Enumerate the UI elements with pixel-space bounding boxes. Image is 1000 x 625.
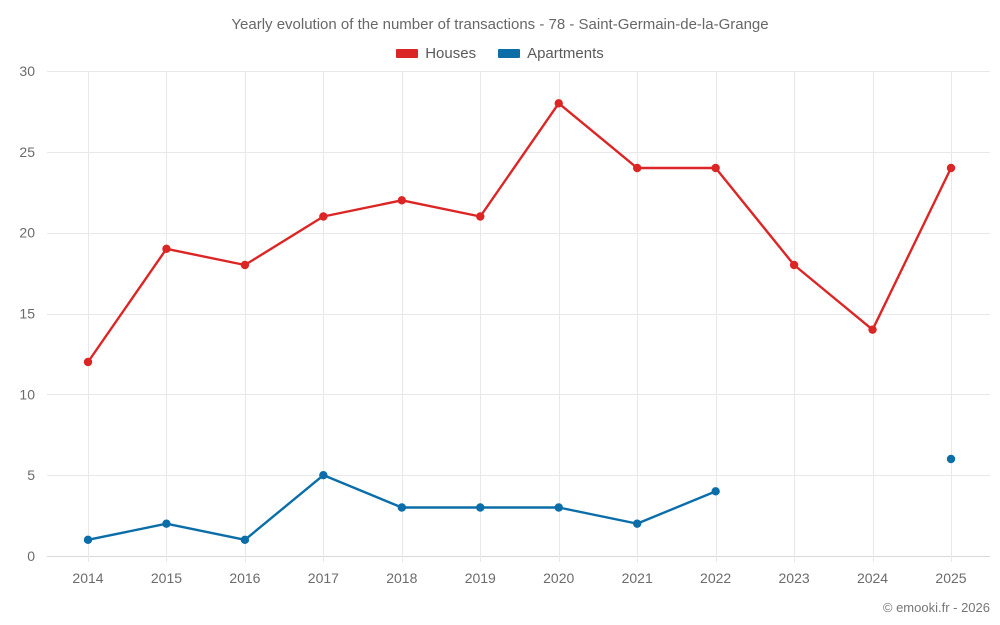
grid-layer [47,71,990,562]
x-axis-tick-label: 2016 [229,570,260,586]
data-point-marker[interactable] [554,99,563,108]
y-axis-tick-label: 30 [19,63,35,79]
data-point-marker[interactable] [868,325,877,334]
series-houses [83,99,956,367]
series-line-path [86,102,953,364]
y-axis-tick-label: 10 [19,386,35,402]
y-axis-tick-label: 15 [19,306,35,322]
data-point-marker[interactable] [711,163,720,173]
y-axis-tick-label: 20 [19,225,35,241]
data-point-marker[interactable] [946,163,956,173]
legend-label-houses: Houses [425,45,477,62]
legend-item-houses[interactable]: Houses [396,45,476,62]
data-point-marker[interactable] [711,487,720,496]
x-axis-tick-label: 2025 [935,570,966,586]
series-apartments [83,454,956,545]
x-axis-tick-label: 2024 [857,570,888,586]
y-axis-tick-label: 5 [27,467,35,483]
data-point-marker[interactable] [397,503,407,512]
data-point-marker[interactable] [83,535,93,545]
x-axis-tick-label: 2017 [308,570,339,586]
legend-swatch-houses-icon [396,49,419,58]
data-point-marker[interactable] [632,519,642,528]
data-point-marker[interactable] [83,357,93,367]
x-axis-tick-label: 2018 [386,570,417,586]
x-axis-tick-label: 2021 [622,570,653,586]
data-point-marker[interactable] [476,212,485,221]
series-layer [83,99,956,545]
data-point-marker[interactable] [240,535,250,545]
data-point-marker[interactable] [946,454,956,464]
data-point-marker[interactable] [476,503,485,512]
legend-label-apartments: Apartments [527,45,604,62]
x-axis-tick-label: 2022 [700,570,731,586]
y-axis-tick-label: 0 [27,548,35,564]
x-axis-tick-label: 2020 [543,570,574,586]
data-point-marker[interactable] [397,196,407,205]
data-point-marker[interactable] [162,519,171,528]
y-axis-tick-label: 25 [19,144,35,160]
x-axis-tick-label: 2014 [72,570,103,586]
chart-title: Yearly evolution of the number of transa… [231,16,769,33]
data-point-marker[interactable] [554,503,563,512]
data-point-marker[interactable] [632,163,642,173]
copyright-credit: © emooki.fr - 2026 [882,600,990,615]
data-point-marker[interactable] [319,470,328,480]
y-axis-ticks: 0 5 10 15 20 25 30 [19,63,35,564]
x-axis-tick-label: 2019 [465,570,496,586]
data-point-marker[interactable] [162,244,171,254]
legend-item-apartments[interactable]: Apartments [498,45,604,62]
x-axis-ticks: 2014 2015 2016 2017 2018 2019 2020 2021 2022 2023… [72,570,966,586]
data-point-marker[interactable] [789,260,799,270]
legend-swatch-apartments-icon [498,49,521,58]
chart-legend: Houses Apartments [0,45,1000,62]
data-point-marker[interactable] [319,212,328,221]
x-axis-tick-label: 2015 [151,570,182,586]
data-point-marker[interactable] [240,260,250,270]
x-axis-tick-label: 2023 [779,570,810,586]
